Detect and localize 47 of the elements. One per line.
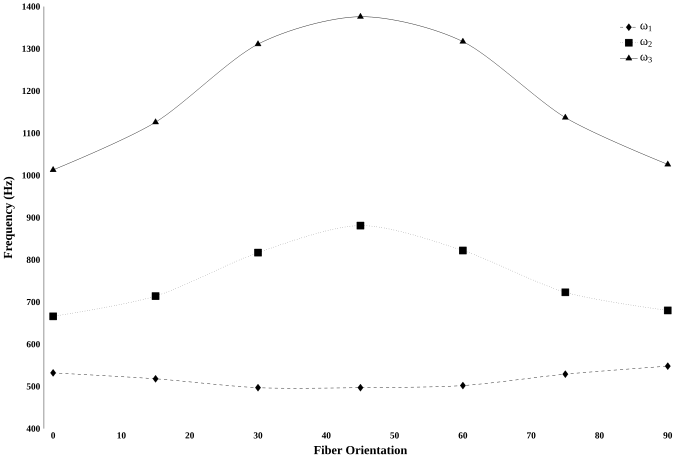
legend-label: ω$_{2}$ xyxy=(640,39,652,47)
x-tick-label: 20 xyxy=(185,432,194,439)
point xyxy=(254,248,262,257)
point xyxy=(460,38,466,44)
y-tick-label: 800 xyxy=(26,256,40,264)
point xyxy=(459,246,467,254)
point xyxy=(152,118,159,124)
point xyxy=(562,288,570,296)
y-tick-label: 500 xyxy=(26,383,40,390)
x-tick-label: 10 xyxy=(118,432,126,439)
point xyxy=(49,312,57,320)
y-tick-label: 1300 xyxy=(22,46,40,52)
point xyxy=(460,382,466,390)
x-tick-label: 80 xyxy=(595,432,604,439)
x-tick-label: 60 xyxy=(458,432,468,439)
point xyxy=(357,13,364,19)
x-tick-label: 90 xyxy=(663,432,672,439)
point xyxy=(152,292,160,300)
x-tick-label: 30 xyxy=(254,432,262,439)
y-tick-label: 600 xyxy=(26,341,40,348)
legend-label: ω$_{1}$ xyxy=(640,24,652,32)
y-tick-label: 1100 xyxy=(22,130,40,136)
point xyxy=(562,114,569,120)
x-tick-label: 40 xyxy=(322,432,331,439)
legend-label: ω$_{3}$ xyxy=(640,54,652,63)
point xyxy=(254,40,262,46)
y-axis-title: Frequency (Hz) xyxy=(3,177,15,259)
y-tick-label: 1200 xyxy=(22,88,40,94)
point xyxy=(50,369,56,377)
x-tick-label: 0 xyxy=(51,432,56,439)
point xyxy=(664,362,671,370)
point xyxy=(50,166,56,172)
point xyxy=(664,160,672,167)
y-tick-label: 1000 xyxy=(22,172,40,179)
point xyxy=(664,306,672,314)
point xyxy=(358,384,364,392)
point xyxy=(562,370,568,378)
x-tick-label: 70 xyxy=(527,432,536,439)
y-tick-label: 900 xyxy=(26,214,40,221)
y-tick-label: 700 xyxy=(26,299,40,306)
point xyxy=(255,384,261,392)
point xyxy=(152,375,158,383)
y-tick-label: 400 xyxy=(26,426,40,432)
point xyxy=(356,222,364,230)
x-axis-title: Fiber Orientation xyxy=(314,446,408,454)
x-tick-label: 50 xyxy=(390,432,399,439)
y-tick-label: 1400 xyxy=(22,4,40,10)
